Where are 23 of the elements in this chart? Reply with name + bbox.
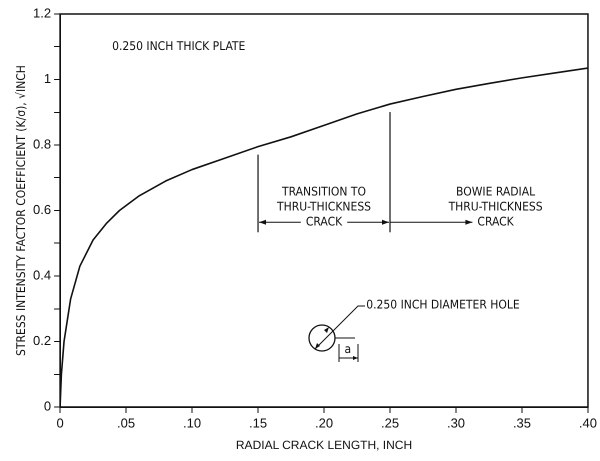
annotation: 0.250 INCH THICK PLATE	[112, 39, 246, 54]
x-tick-label: .05	[117, 415, 136, 430]
y-tick-label: 0.2	[32, 333, 52, 348]
x-tick-label: .35	[512, 415, 532, 430]
annotation: 0.250 INCH DIAMETER HOLE	[366, 298, 520, 312]
x-tick-label: 0	[56, 415, 64, 430]
y-tick-label: 1.2	[32, 6, 52, 21]
x-tick-label: .25	[380, 415, 400, 430]
y-tick-label: 1	[44, 71, 52, 86]
y-tick-label: 0	[44, 398, 52, 414]
ref-line-label: TRANSITION TO THRU-THICKNESS CRACK	[276, 184, 372, 228]
y-axis-title: STRESS INTENSITY FACTOR COEFFICIENT (K/σ), √INCH	[14, 65, 28, 356]
annotation: a	[344, 342, 352, 356]
y-tick-label: 0.8	[32, 136, 52, 152]
y-tick-label: 0.6	[32, 202, 52, 218]
x-tick-label: .10	[183, 415, 202, 430]
ref-line-label: BOWIE RADIAL THRU-THICKNESS CRACK	[448, 184, 543, 228]
x-tick-label: .15	[248, 415, 268, 430]
y-tick-label: 0.4	[32, 268, 52, 283]
x-tick-label: .40	[578, 415, 598, 430]
x-tick-label: .30	[446, 415, 466, 430]
x-tick-label: .20	[314, 415, 334, 430]
x-axis-title: RADIAL CRACK LENGTH, INCH	[236, 438, 412, 452]
